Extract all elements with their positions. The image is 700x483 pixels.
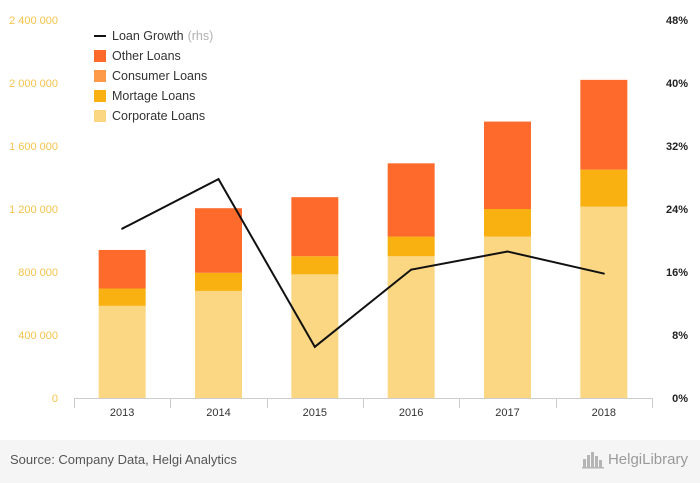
- bar-mortage-loans-2013: [98, 288, 146, 306]
- loan-growth-point-2016: [410, 268, 413, 271]
- bar-other-loans-2014: [195, 208, 242, 273]
- bar-mortage-loans-2018: [580, 169, 628, 207]
- loan-growth-point-2014: [217, 178, 220, 181]
- y-right-tick-label: 16%: [666, 267, 688, 279]
- bar-other-loans-2016: [387, 163, 435, 237]
- loan-growth-point-2018: [602, 272, 605, 275]
- footer: Source: Company Data, Helgi Analytics He…: [0, 440, 700, 483]
- legend-label-other-loans: Other Loans: [112, 49, 181, 63]
- legend-swatch-other-loans: [94, 50, 106, 62]
- legend: Loan Growth (rhs) Other Loans Consumer Loan…: [94, 29, 213, 123]
- y-right-tick-label: 40%: [666, 78, 688, 90]
- x-tick-label: 2015: [303, 407, 327, 419]
- bars: [98, 79, 628, 398]
- x-tick-label: 2013: [110, 407, 134, 419]
- helgi-library-logo: HelgiLibrary: [581, 449, 688, 469]
- bar-corporate-loans-2013: [98, 305, 146, 398]
- bar-mortage-loans-2016: [387, 236, 435, 257]
- bar-other-loans-2013: [98, 249, 146, 289]
- bar-mortage-loans-2017: [484, 209, 531, 237]
- y-left-tick-label: 800 000: [18, 267, 58, 279]
- legend-label-loan-growth-name: Loan Growth: [112, 29, 184, 43]
- y-right-tick-label: 0%: [672, 393, 688, 405]
- city-skyline-icon: [581, 452, 604, 469]
- y-left-tick-label: 400 000: [18, 330, 58, 342]
- legend-label-corporate-loans: Corporate Loans: [112, 109, 205, 123]
- y-right-tick-label: 32%: [666, 141, 688, 153]
- bar-corporate-loans-2017: [484, 236, 531, 398]
- legend-swatch-consumer-loans: [94, 70, 106, 82]
- axes: 0 400 000 800 000 1 200 000 1 600 000 2 000 0…: [9, 15, 688, 419]
- bar-corporate-loans-2014: [195, 290, 242, 398]
- bar-other-loans-2017: [484, 121, 531, 209]
- bar-corporate-loans-2016: [387, 256, 435, 398]
- bar-mortage-loans-2015: [291, 256, 339, 275]
- legend-label-loan-growth: Loan Growth (rhs): [112, 29, 213, 43]
- bar-other-loans-2018: [580, 79, 628, 170]
- y-left-tick-label: 2 000 000: [9, 78, 58, 90]
- y-left-tick-label: 2 400 000: [9, 15, 58, 27]
- legend-swatch-corporate-loans: [94, 110, 106, 122]
- chart: 0 400 000 800 000 1 200 000 1 600 000 2 000 0…: [9, 15, 688, 419]
- y-right-tick-label: 48%: [666, 15, 688, 27]
- source-text: Source: Company Data, Helgi Analytics: [10, 452, 237, 467]
- x-tick-label: 2017: [495, 407, 519, 419]
- x-tick-label: 2014: [206, 407, 230, 419]
- bar-mortage-loans-2014: [195, 272, 242, 291]
- loan-growth-line: [121, 177, 605, 349]
- loan-growth-point-2017: [506, 250, 509, 253]
- legend-swatch-mortage-loans: [94, 90, 106, 102]
- loan-growth-line-group: [121, 177, 605, 349]
- legend-label-loan-growth-suffix: (rhs): [188, 29, 214, 43]
- y-right-tick-label: 24%: [666, 204, 688, 216]
- loan-growth-point-2013: [121, 227, 124, 230]
- y-left-tick-label: 1 600 000: [9, 141, 58, 153]
- bar-corporate-loans-2015: [291, 274, 339, 398]
- loan-growth-point-2015: [313, 345, 316, 348]
- legend-label-consumer-loans: Consumer Loans: [112, 69, 207, 83]
- logo-text: HelgiLibrary: [607, 450, 688, 468]
- y-left-tick-label: 0: [52, 393, 58, 405]
- x-tick-label: 2016: [399, 407, 423, 419]
- bar-corporate-loans-2018: [580, 206, 628, 398]
- x-tick-label: 2018: [592, 407, 616, 419]
- y-right-tick-label: 8%: [672, 330, 688, 342]
- bar-other-loans-2015: [291, 197, 339, 257]
- legend-label-mortage-loans: Mortage Loans: [112, 89, 195, 103]
- y-left-tick-label: 1 200 000: [9, 204, 58, 216]
